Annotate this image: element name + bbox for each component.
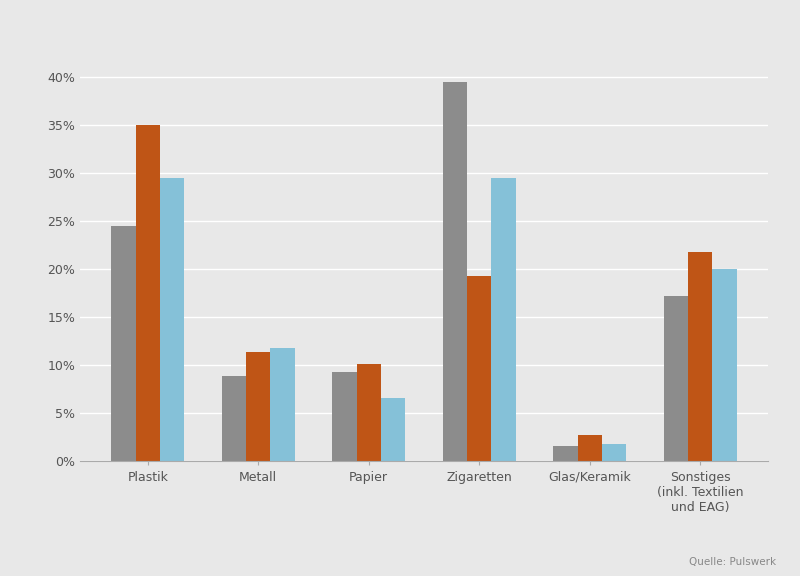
Bar xyxy=(246,353,270,461)
Bar xyxy=(664,295,688,461)
Bar xyxy=(713,269,737,461)
Bar xyxy=(602,444,626,461)
Bar xyxy=(270,347,294,461)
Bar xyxy=(381,399,406,461)
Bar xyxy=(688,252,713,461)
Bar xyxy=(442,82,467,461)
Bar xyxy=(491,177,516,461)
Bar xyxy=(554,446,578,461)
Bar xyxy=(578,435,602,461)
Text: Quelle: Pulswerk: Quelle: Pulswerk xyxy=(689,558,776,567)
Bar xyxy=(222,376,246,461)
Bar xyxy=(160,177,184,461)
Bar xyxy=(111,226,135,461)
Bar xyxy=(467,275,491,461)
Bar xyxy=(332,372,357,461)
Bar xyxy=(357,364,381,461)
Bar xyxy=(135,125,160,461)
